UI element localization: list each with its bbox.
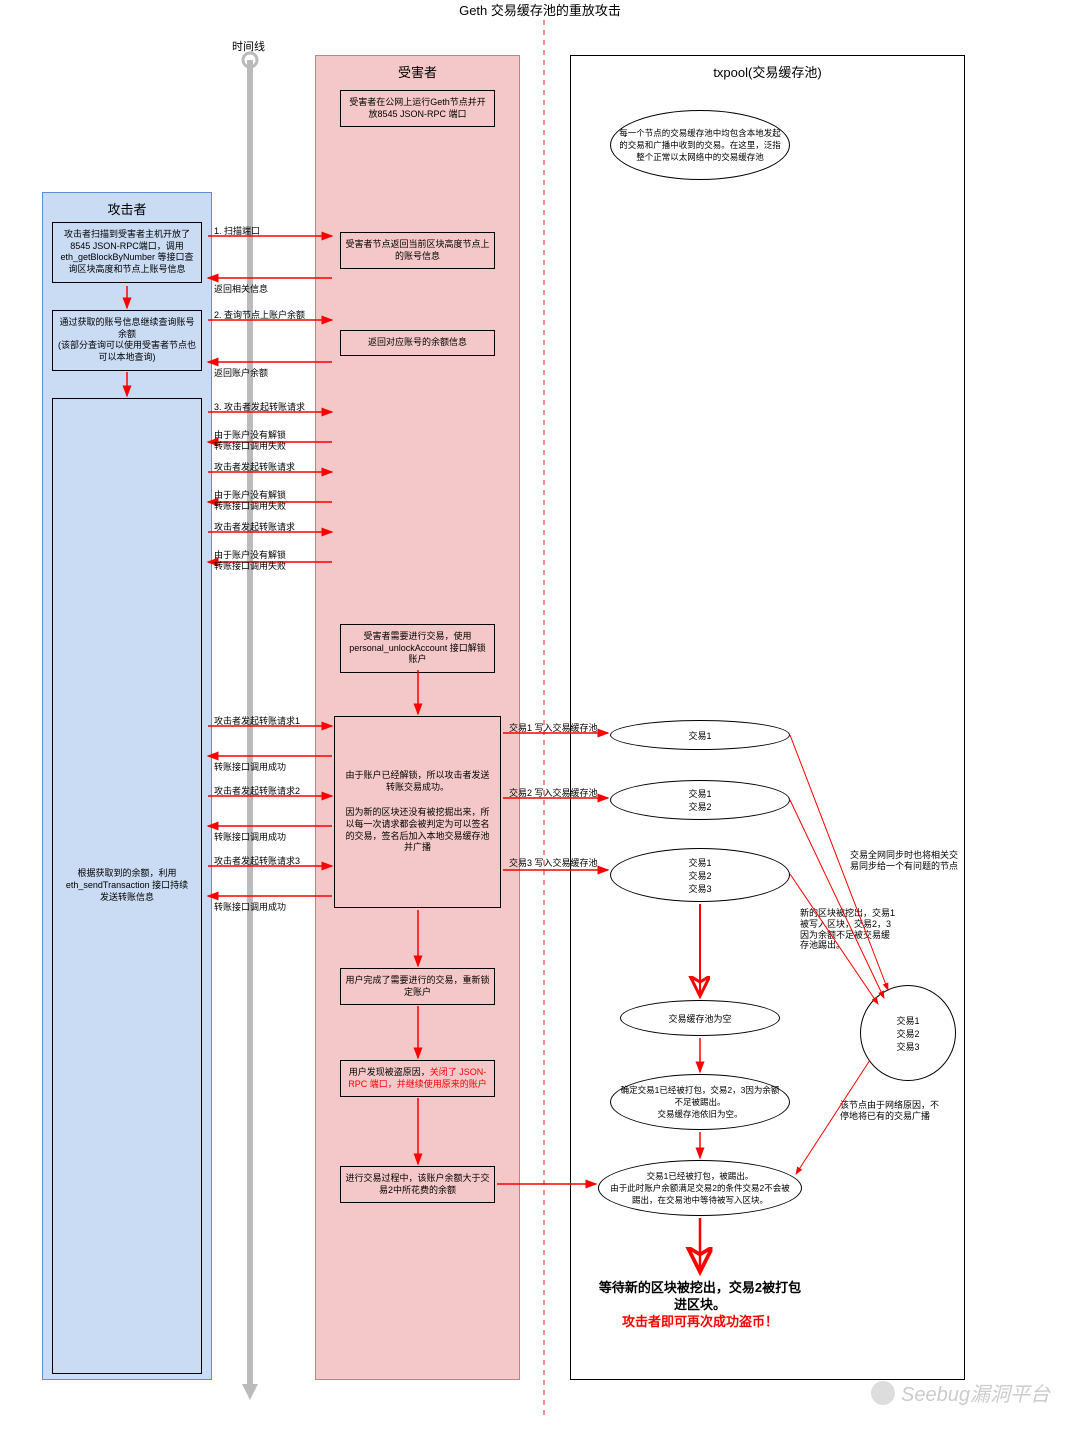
arrow-label: 1. 扫描端口 (214, 226, 328, 237)
lane-txpool-title: txpool(交易缓存池) (571, 56, 964, 87)
timeline-label: 时间线 (232, 38, 265, 54)
arrow-label: 由于账户没有解锁 转账接口调用失败 (214, 430, 328, 452)
arrow-label: 由于账户没有解锁 转账接口调用失败 (214, 490, 328, 512)
final-conclusion: 等待新的区块被挖出，交易2被打包进区块。 攻击者即可再次成功盗币！ (598, 1280, 802, 1331)
victim-balance-suffice: 进行交易过程中，该账户余额大于交易2中所花费的余额 (340, 1166, 495, 1203)
arrow-label: 转账接口调用成功 (214, 762, 328, 773)
txpool-tx3: 交易1 交易2 交易3 (610, 848, 790, 902)
arrow-label: 2. 查询节点上账户余额 (214, 310, 328, 321)
victim-relock: 用户完成了需要进行的交易，重新锁定账户 (340, 968, 495, 1005)
arrow-label: 交易3 写入交易缓存池 (509, 858, 604, 869)
arrow-label: 返回相关信息 (214, 284, 328, 295)
victim-close-pre: 用户发现被盗原因， (349, 1067, 430, 1077)
arrow-label: 攻击者发起转账请求1 (214, 716, 328, 727)
victim-unlock: 受害者需要进行交易，使用personal_unlockAccount 接口解锁账… (340, 624, 495, 673)
diagram-title: Geth 交易缓存池的重放攻击 (0, 0, 1080, 19)
final-line2: 攻击者即可再次成功盗币！ (598, 1314, 802, 1331)
victim-unlocked-success: 由于账户已经解锁，所以攻击者发送转账交易成功。 因为新的区块还没有被挖掘出来，所… (334, 716, 501, 908)
victim-unlocked-text2: 因为新的区块还没有被挖掘出来，所以每一次请求都会被判定为可以签名的交易，签名后加… (343, 807, 492, 854)
arrow-label: 交易1 写入交易缓存池 (509, 723, 604, 734)
victim-return-balance: 返回对应账号的余额信息 (340, 330, 495, 356)
arrow-label: 转账接口调用成功 (214, 832, 328, 843)
problem-node: 交易1 交易2 交易3 (860, 985, 956, 1081)
victim-run-node: 受害者在公网上运行Geth节点并开放8545 JSON-RPC 端口 (340, 90, 495, 127)
attacker-loop-box: 根据获取到的余额，利用eth_sendTransaction 接口持续发送转账信… (52, 398, 202, 1374)
arrow-label: 转账接口调用成功 (214, 902, 328, 913)
txpool-tx2: 交易1 交易2 (610, 780, 790, 820)
lane-attacker-title: 攻击者 (43, 193, 211, 224)
label-sync: 交易全网同步时也将相关交易同步给一个有问题的节点 (850, 850, 960, 872)
txpool-empty: 交易缓存池为空 (620, 1000, 780, 1036)
arrow-label: 返回账户余额 (214, 368, 328, 379)
arrow-label: 攻击者发起转账请求 (214, 522, 328, 533)
arrow-label: 攻击者发起转账请求2 (214, 786, 328, 797)
arrow-label: 由于账户没有解锁 转账接口调用失败 (214, 550, 328, 572)
attacker-balance-box: 通过获取的账号信息继续查询账号余额 (该部分查询可以使用受害者节点也可以本地查询… (52, 310, 202, 371)
txpool-tx1: 交易1 (610, 720, 790, 750)
txpool-confirm: 确定交易1已经被打包，交易2，3因为余额不足被踢出。 交易缓存池依旧为空。 (610, 1074, 790, 1130)
arrow-label: 攻击者发起转账请求 (214, 462, 328, 473)
victim-close-rpc: 用户发现被盗原因，关闭了 JSON-RPC 端口，并继续使用原来的账户 (340, 1060, 495, 1097)
label-new-block: 新的区块被挖出，交易1被写入区块，交易2，3因为余额不足被交易缓存池踢出。 (800, 908, 896, 951)
wechat-icon (871, 1381, 895, 1405)
final-line1: 等待新的区块被挖出，交易2被打包进区块。 (598, 1280, 802, 1314)
attacker-loop-label: 根据获取到的余额，利用eth_sendTransaction 接口持续发送转账信… (57, 868, 197, 903)
arrow-label: 交易2 写入交易缓存池 (509, 788, 604, 799)
victim-unlocked-text1: 由于账户已经解锁，所以攻击者发送转账交易成功。 (343, 770, 492, 793)
arrow-label: 3. 攻击者发起转账请求 (214, 402, 328, 413)
watermark: Seebug漏洞平台 (871, 1378, 1050, 1407)
attacker-scan-box: 攻击者扫描到受害者主机开放了8545 JSON-RPC端口，调用 eth_get… (52, 222, 202, 283)
txpool-desc: 每一个节点的交易缓存池中均包含本地发起的交易和广播中收到的交易。在这里，泛指整个… (610, 110, 790, 180)
victim-return-block: 受害者节点返回当前区块高度节点上的账号信息 (340, 232, 495, 269)
label-rebroadcast: 该节点由于网络原因，不停地将已有的交易广播 (840, 1100, 940, 1122)
lane-victim-title: 受害者 (316, 56, 519, 87)
arrow-label: 攻击者发起转账请求3 (214, 856, 328, 867)
txpool-tx1-packed: 交易1已经被打包，被踢出。 由于此时账户余额满足交易2的条件交易2不会被踢出，在… (598, 1160, 802, 1216)
